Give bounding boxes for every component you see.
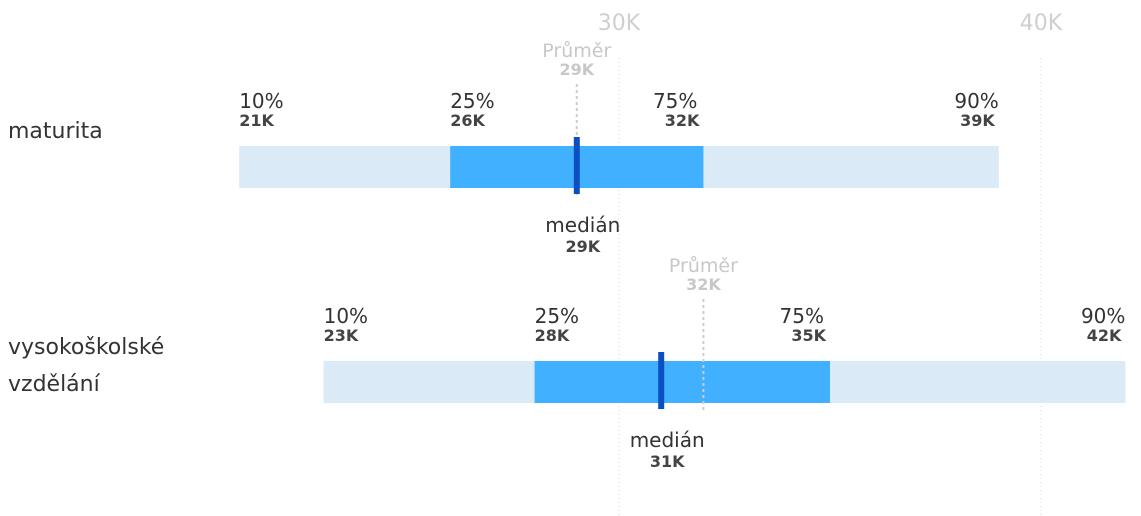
row-1-mean-value: 29K [559, 60, 594, 79]
row-2-p75-label: 75% [780, 304, 824, 328]
row-1-p75-value: 32K [665, 111, 700, 130]
row-1-p25-value: 26K [450, 111, 485, 130]
row-2-p90-value: 42K [1087, 326, 1122, 345]
row-1-p75-label: 75% [653, 89, 697, 113]
row-2-median-marker [658, 352, 665, 409]
row-1-p10-value: 21K [239, 111, 274, 130]
row-2-median-value: 31K [650, 452, 685, 471]
row-1-median-marker [573, 137, 580, 194]
row-1-p90-label: 90% [954, 89, 998, 113]
row-2-p25-value: 28K [535, 326, 570, 345]
row-2-mean-label: Průměr [669, 255, 738, 277]
x-tick-label-40K: 40K [1020, 11, 1063, 36]
row-2-p75-value: 35K [791, 326, 826, 345]
row-1-median-value: 29K [565, 237, 600, 256]
row-1-p10-label: 10% [239, 89, 283, 113]
row-1-p25-label: 25% [450, 89, 494, 113]
row-1-median-label: medián [545, 213, 620, 237]
row-2-median-label: medián [630, 428, 705, 452]
row-2-mean-value: 32K [686, 275, 721, 294]
row-2-p10-value: 23K [324, 326, 359, 345]
row-2-p10-label: 10% [324, 304, 368, 328]
row-2-category-label: vzdělání [8, 372, 101, 397]
row-2-category-label: vysokoškolské [8, 335, 164, 360]
row-2-p90-label: 90% [1081, 304, 1125, 328]
row-1-mean-label: Průměr [542, 40, 611, 62]
row-2-bar-p25-p75 [534, 361, 830, 403]
row-2-p25-label: 25% [535, 304, 579, 328]
x-tick-label-30K: 30K [598, 11, 641, 36]
row-1-category-label: maturita [8, 119, 103, 144]
row-1-p90-value: 39K [960, 111, 995, 130]
